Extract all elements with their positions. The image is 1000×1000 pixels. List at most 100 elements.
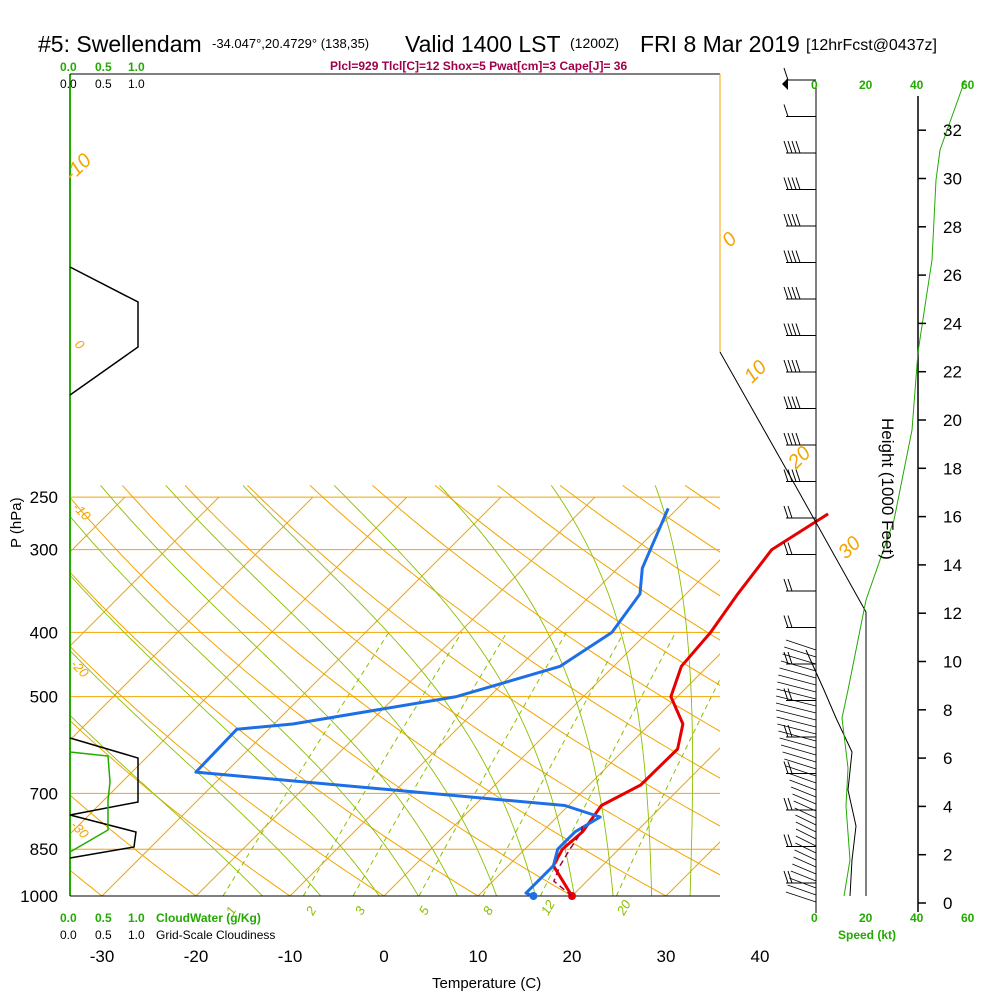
wind-barbs: [775, 67, 817, 903]
cloudiness-tick-05-bottom: 0.5: [95, 928, 112, 942]
wind-barb-flag-8-2: [791, 359, 797, 373]
isotherm--80: [0, 497, 31, 896]
dry-adiabat-60: [309, 485, 720, 779]
speed-tick-60-top: 60: [961, 78, 975, 92]
height-tick-8: 8: [943, 701, 952, 720]
wind-barb-flag-10-1: [787, 432, 793, 446]
valid-time: Valid 1400 LST: [405, 31, 561, 57]
mixing-ratio-line-2: [302, 632, 463, 896]
wind-barb-flag-13-1: [787, 542, 793, 555]
mixing-ratio-line-8: [482, 632, 625, 896]
mixing-ratio-line-3: [352, 632, 508, 896]
height-tick-24: 24: [943, 314, 962, 333]
isotherm-50: [854, 497, 1000, 896]
wind-barb-flag-16-0: [783, 651, 789, 665]
isotherm-label-0: 0: [72, 337, 88, 353]
wind-barb-low-678: [779, 667, 817, 679]
height-tick-18: 18: [943, 459, 962, 478]
temperature-tick--10: -10: [278, 947, 303, 966]
dry-adiabat--10: [70, 719, 291, 896]
wind-barb-low-748: [779, 737, 817, 749]
wind-barb-flag-6-3: [795, 286, 801, 300]
dry-adiabat-90: [497, 485, 720, 641]
wind-barb-flag-5-0: [783, 250, 789, 263]
cloudiness-tick-1-bottom: 1.0: [128, 928, 145, 942]
height-tick-2: 2: [943, 846, 952, 865]
height-tick-6: 6: [943, 749, 952, 768]
x-axis-label: Temperature (C): [432, 975, 541, 992]
wind-barb-flag-5-1: [787, 250, 793, 263]
wind-barb-flag-7-3: [795, 323, 801, 336]
mixing-ratio-label-5: 5: [416, 903, 433, 917]
wind-barb-low-881: [790, 870, 817, 882]
cloudiness-tick-0-bottom: 0.0: [60, 928, 77, 942]
wind-barb-flag-14-1: [787, 578, 793, 592]
wind-barb-flag-6-1: [787, 286, 793, 300]
pressure-axis-ticks: 250 300 400 500 700 850 1000: [20, 488, 58, 906]
wind-barb-flag-21-0: [783, 834, 789, 847]
speed-tick-40-bottom: 40: [910, 911, 924, 925]
tropopause-line: [719, 351, 867, 896]
dry-adiabat-10: [70, 571, 479, 896]
dry-adiabat-50: [247, 485, 720, 827]
moist-adiabat-1: [70, 649, 322, 896]
speed-tick-20-bottom: 20: [859, 911, 873, 925]
speed-tick-60-bottom: 60: [961, 911, 975, 925]
wind-barb-flag-10-2: [791, 432, 797, 446]
wind-barb-flag-5-3: [795, 250, 801, 263]
dry-adiabat-100: [559, 484, 720, 597]
speed-tick-0-bottom: 0: [811, 911, 818, 925]
dry-adiabat-40: [184, 485, 720, 876]
wind-barb-flag-0-0: [783, 67, 789, 81]
wind-barb-low-699: [776, 688, 817, 700]
wind-barb-flag-9-1: [787, 396, 793, 409]
speed-tick-40-top: 40: [910, 78, 924, 92]
wind-barb-low-727: [776, 716, 817, 728]
wind-barb-low-734: [777, 723, 817, 735]
height-profile-line: [841, 79, 966, 897]
temperature-axis-ticks: -30 -20 -10 0 10 20 30 40: [90, 947, 770, 966]
wind-barb-low-825: [795, 814, 817, 826]
wind-barb-flag-10-3: [795, 432, 801, 446]
temperature-tick-20: 20: [563, 947, 582, 966]
cloudwater-tick-05-bottom: 0.5: [95, 911, 112, 925]
cloudwater-tick-0: 0.0: [60, 60, 77, 74]
isotherm-label--20: -20: [68, 657, 92, 681]
temperature-tick-0: 0: [379, 947, 388, 966]
wind-barb-low-741: [778, 730, 817, 742]
wind-barb-flag-13-0: [783, 542, 789, 555]
wind-barb-flag-10-0: [783, 432, 789, 446]
cloudwater-tick-1: 1.0: [128, 60, 145, 74]
wind-barb-flag-8-0: [783, 359, 789, 373]
wind-barb-flag-8-1: [787, 359, 793, 373]
dry-adiabat--30: [70, 869, 103, 896]
wind-barb-low-895: [787, 884, 817, 896]
wind-barb-low-657: [784, 646, 817, 658]
speed-axis-bottom: 0 20 40 60 Speed (kt): [811, 911, 975, 942]
pressure-tick-500: 500: [30, 688, 58, 707]
valid-date: FRI 8 Mar 2019: [640, 31, 800, 57]
wind-barb-flag-9-2: [791, 396, 797, 409]
wind-barb-low-790: [789, 779, 817, 791]
mixing-ratio-label-3: 3: [352, 903, 369, 917]
wind-barb-low-720: [776, 709, 817, 721]
wind-barb-low-692: [777, 681, 817, 693]
dry-adiabat-70: [372, 485, 720, 732]
wind-barb-flag-14-0: [783, 578, 789, 592]
cloudwater-tick-1-bottom: 1.0: [128, 911, 145, 925]
station-coords: -34.047°,20.4729° (138,35): [212, 36, 369, 51]
temperature-tick--20: -20: [184, 947, 209, 966]
moist-adiabat-4: [100, 485, 459, 896]
cloudiness-label: Grid-Scale Cloudiness: [156, 928, 275, 942]
series-parcel-line: [553, 824, 584, 897]
wind-barb-low-769: [784, 758, 817, 770]
moist-adiabat-10: [654, 485, 694, 896]
wind-barb-flag-20-1: [787, 797, 793, 811]
moist-adiabat-7: [333, 485, 575, 896]
cloud-axis-top: 0.0 0.5 1.0 0.0 0.5 1.0: [60, 60, 145, 91]
series-dewpoint-line: [194, 507, 670, 898]
moist-adiabat-5: [165, 485, 498, 896]
temperature-tick-30: 30: [657, 947, 676, 966]
